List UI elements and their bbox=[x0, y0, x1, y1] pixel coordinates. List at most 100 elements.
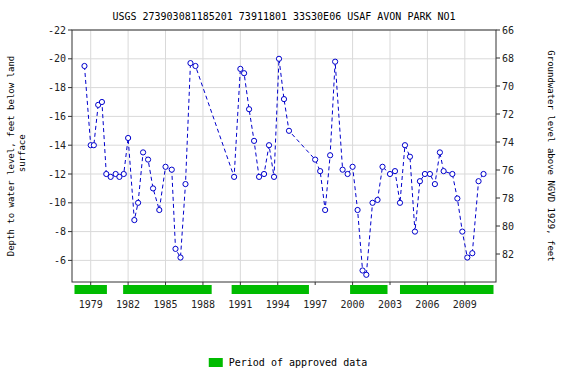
x-tick-label: 2006 bbox=[415, 299, 439, 310]
y-tick-label: -6 bbox=[54, 255, 66, 266]
y2-tick-label: 76 bbox=[502, 165, 514, 176]
grid-line-x bbox=[390, 30, 391, 282]
series-marker bbox=[266, 143, 271, 148]
grid-line-x bbox=[165, 30, 166, 282]
y2-tick-label: 68 bbox=[502, 53, 514, 64]
y2-tick-label: 80 bbox=[502, 221, 514, 232]
series-marker bbox=[427, 171, 432, 176]
series-marker bbox=[271, 174, 276, 179]
series-marker bbox=[370, 200, 375, 205]
series-marker bbox=[422, 171, 427, 176]
y2-tick-label: 74 bbox=[502, 137, 514, 148]
y-tick-label: -8 bbox=[54, 226, 66, 237]
approved-period bbox=[400, 285, 494, 294]
y-tick-label: -22 bbox=[48, 25, 66, 36]
series-marker bbox=[286, 128, 291, 133]
x-tick bbox=[90, 282, 91, 285]
series-marker bbox=[380, 164, 385, 169]
plot-area bbox=[82, 56, 486, 277]
series-marker bbox=[121, 171, 126, 176]
series-marker bbox=[360, 268, 365, 273]
series-marker bbox=[188, 61, 193, 66]
series-marker bbox=[460, 229, 465, 234]
y-tick-label: -16 bbox=[48, 111, 66, 122]
x-tick bbox=[352, 282, 353, 285]
series-marker bbox=[163, 164, 168, 169]
x-tick bbox=[128, 282, 129, 285]
y-tick bbox=[68, 30, 72, 31]
series-marker bbox=[364, 272, 369, 277]
y2-tick-label: 82 bbox=[502, 249, 514, 260]
series-marker bbox=[417, 179, 422, 184]
y2-tick bbox=[496, 30, 500, 31]
series-marker bbox=[345, 171, 350, 176]
y2-tick bbox=[496, 114, 500, 115]
y-tick bbox=[68, 260, 72, 261]
series-marker bbox=[432, 181, 437, 186]
series-marker bbox=[140, 150, 145, 155]
series-marker bbox=[241, 71, 246, 76]
y-tick bbox=[68, 58, 72, 59]
approved-period bbox=[350, 285, 387, 294]
y2-tick bbox=[496, 142, 500, 143]
series-marker bbox=[392, 169, 397, 174]
x-tick bbox=[427, 282, 428, 285]
series-marker bbox=[173, 246, 178, 251]
grid-line-y bbox=[72, 58, 496, 59]
grid-line-x bbox=[352, 30, 353, 282]
y2-tick bbox=[496, 58, 500, 59]
grid bbox=[72, 30, 496, 282]
series-marker bbox=[402, 143, 407, 148]
y-tick bbox=[68, 174, 72, 175]
y2-axis-label: Groundwater level above NGVD 1929, feet bbox=[546, 50, 556, 261]
series-marker bbox=[82, 63, 87, 68]
series-marker bbox=[251, 138, 256, 143]
series-marker bbox=[441, 169, 446, 174]
y-tick-label: -14 bbox=[48, 140, 66, 151]
series-marker bbox=[355, 207, 360, 212]
series-marker bbox=[470, 251, 475, 256]
series-marker bbox=[407, 154, 412, 159]
series-marker bbox=[323, 207, 328, 212]
y2-tick bbox=[496, 254, 500, 255]
y-tick bbox=[68, 145, 72, 146]
grid-line-y bbox=[72, 87, 496, 88]
approved-period bbox=[123, 285, 212, 294]
series-marker bbox=[333, 59, 338, 64]
series-marker bbox=[313, 157, 318, 162]
series-marker bbox=[450, 171, 455, 176]
grid-line-y bbox=[72, 231, 496, 232]
x-tick-label: 2003 bbox=[378, 299, 402, 310]
y-tick-label: -10 bbox=[48, 197, 66, 208]
legend: Period of approved data bbox=[209, 357, 367, 368]
grid-line-x bbox=[315, 30, 316, 282]
x-tick-label: 1985 bbox=[153, 299, 177, 310]
y-tick bbox=[68, 202, 72, 203]
x-tick bbox=[240, 282, 241, 285]
y2-tick-label: 72 bbox=[502, 109, 514, 120]
x-tick-label: 2000 bbox=[341, 299, 365, 310]
grid-line-y bbox=[72, 145, 496, 146]
series-marker bbox=[281, 97, 286, 102]
y-axis-label-line: Depth to water level, feet below land bbox=[6, 56, 16, 256]
title: USGS 273903081185201 73911801 33S30E06 U… bbox=[112, 11, 455, 22]
series-marker bbox=[99, 99, 104, 104]
series-marker bbox=[476, 179, 481, 184]
series-marker bbox=[183, 181, 188, 186]
series-marker bbox=[375, 197, 380, 202]
series-marker bbox=[150, 186, 155, 191]
y2-tick bbox=[496, 170, 500, 171]
x-tick bbox=[277, 282, 278, 285]
x-tick bbox=[165, 282, 166, 285]
series-marker bbox=[145, 157, 150, 162]
x-tick-label: 1988 bbox=[191, 299, 215, 310]
series-marker bbox=[350, 164, 355, 169]
series-marker bbox=[340, 167, 345, 172]
series-marker bbox=[261, 171, 266, 176]
x-tick-label: 1991 bbox=[228, 299, 252, 310]
series-marker bbox=[412, 229, 417, 234]
series-marker bbox=[387, 171, 392, 176]
series-marker bbox=[232, 174, 237, 179]
grid-line-y bbox=[72, 260, 496, 261]
grid-line-x bbox=[427, 30, 428, 282]
